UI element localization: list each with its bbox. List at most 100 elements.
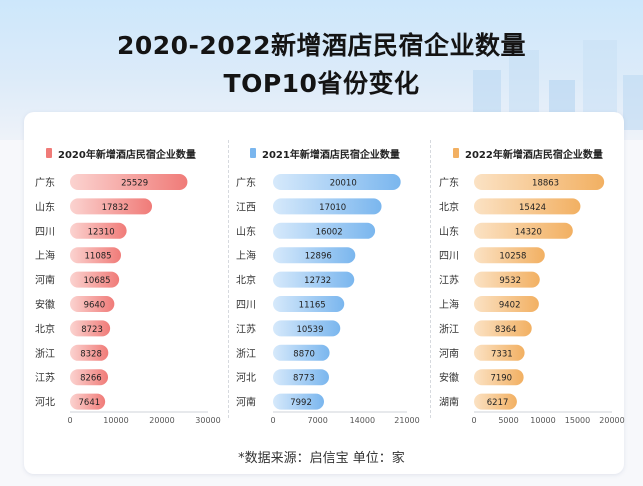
bar-value-label: 17832 [102,203,129,213]
bar [273,320,341,337]
bar [70,344,109,361]
category-label: 河北 [236,372,256,384]
category-label: 北京 [439,200,459,213]
category-label: 江苏 [35,371,55,384]
bar-value-label: 12896 [305,252,332,262]
bar-value-label: 8723 [81,325,103,335]
bar-value-label: 10258 [499,252,526,262]
bar-value-label: 7190 [490,374,512,384]
x-tick-label: 10000 [103,416,128,425]
bar-value-label: 9640 [84,301,106,311]
category-label: 北京 [236,274,256,287]
bar-value-label: 9402 [499,301,521,311]
bar [273,344,330,361]
legend-marker-2022 [453,148,459,158]
bar-value-label: 8773 [293,374,315,384]
bar-value-label: 10685 [84,276,111,286]
category-label: 河南 [439,347,459,360]
category-label: 浙江 [439,323,459,335]
category-label: 北京 [35,322,55,335]
bar-value-label: 11165 [299,301,326,311]
category-label: 广东 [236,176,256,189]
x-tick-label: 7000 [307,416,327,425]
category-label: 山东 [439,225,459,238]
bar-value-label: 10539 [296,325,323,335]
x-tick-label: 20000 [599,416,624,425]
chart-card [24,112,624,474]
bar [474,271,540,288]
bar [474,369,524,386]
bar [70,296,115,312]
category-label: 四川 [35,227,55,238]
bar [474,247,545,264]
x-tick-label: 0 [471,416,476,425]
bar [474,344,525,361]
bar [70,320,111,337]
bar [70,393,106,410]
bar [273,393,324,410]
data-source-footnote: *数据来源：启信宝 单位：家 [238,451,405,466]
category-label: 浙江 [236,348,256,360]
category-label: 四川 [236,300,256,311]
panel-divider-1 [228,140,229,418]
bar-value-label: 9532 [499,276,521,286]
category-label: 广东 [439,176,459,189]
category-label: 上海 [35,249,55,262]
bar [70,198,153,215]
bar [474,320,532,337]
bar [273,296,345,312]
bar-value-label: 14320 [515,227,542,237]
bar [474,174,605,190]
x-tick-label: 5000 [498,416,518,425]
category-label: 山东 [35,200,55,213]
panel-title-2020: 2020年新增酒店民宿企业数量 [58,150,196,161]
category-label: 江西 [236,201,256,213]
bar [70,271,120,288]
bar [273,198,382,215]
bar [70,247,121,264]
bar [70,174,188,190]
bar-value-label: 7641 [79,398,101,408]
category-label: 安徽 [439,371,459,384]
bar [70,222,127,239]
bar [273,271,355,288]
bar-value-label: 17010 [319,203,346,213]
bar-value-label: 12310 [88,227,115,237]
category-label: 浙江 [35,348,55,360]
category-label: 河南 [35,274,55,287]
legend-marker-2021 [250,148,256,158]
bar-value-label: 8364 [495,325,517,335]
bar [474,393,517,410]
category-label: 河南 [236,396,256,409]
x-tick-label: 20000 [149,416,174,425]
bar-value-label: 16002 [316,227,343,237]
x-tick-label: 0 [270,416,275,425]
x-tick-label: 0 [67,416,72,425]
category-label: 四川 [439,251,459,262]
category-label: 广东 [35,176,55,189]
category-label: 山东 [236,225,256,238]
category-label: 上海 [236,249,256,262]
panel-divider-2 [430,140,431,418]
bar-value-label: 7992 [290,398,312,408]
bar-value-label: 8266 [80,374,102,384]
bar [273,222,376,239]
bar [474,222,573,239]
category-label: 湖南 [439,396,459,409]
bar-value-label: 15424 [519,203,546,213]
bar [273,174,401,190]
page-title: 2020-2022新增酒店民宿企业数量 [116,31,527,60]
category-label: 江苏 [236,322,256,335]
bar [474,296,539,312]
bar [474,198,581,215]
bar-value-label: 8870 [293,349,315,359]
bar-value-label: 18863 [532,179,559,189]
page-subtitle: TOP10省份变化 [223,69,420,98]
panel-title-2022: 2022年新增酒店民宿企业数量 [465,150,603,161]
category-label: 江苏 [439,274,459,287]
bar [273,247,356,264]
bar [273,369,329,386]
bar-value-label: 25529 [121,179,148,189]
bar [70,369,109,386]
